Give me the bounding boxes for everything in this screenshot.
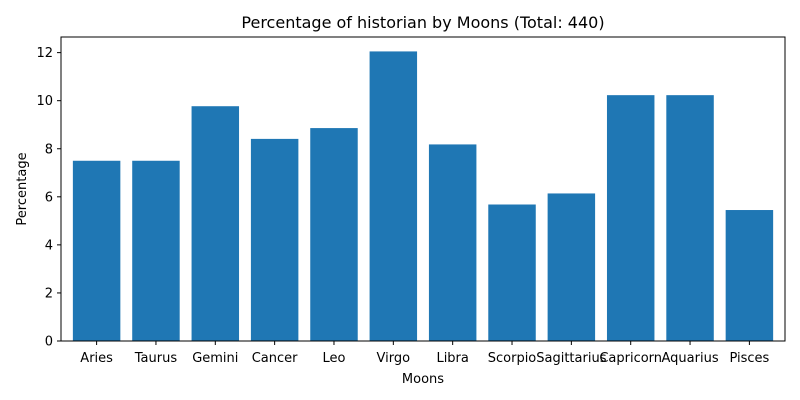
bar-aries: [72, 160, 121, 341]
bar-libra: [428, 144, 477, 341]
y-tick-label: 6: [45, 190, 53, 205]
bar-capricorn: [606, 95, 655, 341]
bar-sagittarius: [547, 193, 596, 341]
y-axis: 0 2 4 6 8 10 12: [36, 46, 61, 350]
y-tick-label: 4: [45, 238, 53, 253]
y-axis-label: Percentage: [15, 152, 30, 225]
x-tick-label: Gemini: [192, 351, 238, 366]
y-tick-label: 8: [45, 142, 53, 157]
y-tick-label: 2: [45, 286, 53, 301]
x-axis-label: Moons: [402, 372, 444, 387]
bar-gemini: [191, 106, 240, 342]
bar-leo: [310, 128, 358, 341]
bar-taurus: [132, 160, 180, 341]
y-tick-label: 12: [36, 46, 53, 61]
x-tick-label: Taurus: [134, 351, 178, 366]
y-tick-label: 0: [45, 335, 53, 350]
plot-frame: [60, 36, 786, 342]
chart-title: Percentage of historian by Moons (Total:…: [241, 13, 604, 32]
bar-pisces: [725, 210, 774, 341]
x-tick-label: Aquarius: [662, 351, 719, 366]
y-tick-label: 10: [36, 94, 53, 109]
x-tick-label: Cancer: [252, 351, 298, 366]
bars-group: [72, 51, 774, 342]
x-tick-label: Virgo: [377, 351, 411, 366]
x-tick-label: Sagittarius: [536, 351, 606, 366]
bar-cancer: [250, 138, 299, 341]
x-tick-label: Pisces: [729, 351, 769, 366]
x-tick-label: Leo: [322, 351, 345, 366]
x-axis: Aries Taurus Gemini Cancer Leo Virgo Libra Scor…: [80, 341, 770, 366]
bar-aquarius: [666, 95, 714, 341]
bar-scorpio: [488, 204, 536, 341]
x-tick-label: Scorpio: [488, 351, 537, 366]
x-tick-label: Libra: [436, 351, 468, 366]
x-tick-label: Capricorn: [599, 351, 662, 366]
bar-virgo: [369, 51, 418, 342]
x-tick-label: Aries: [80, 351, 113, 366]
